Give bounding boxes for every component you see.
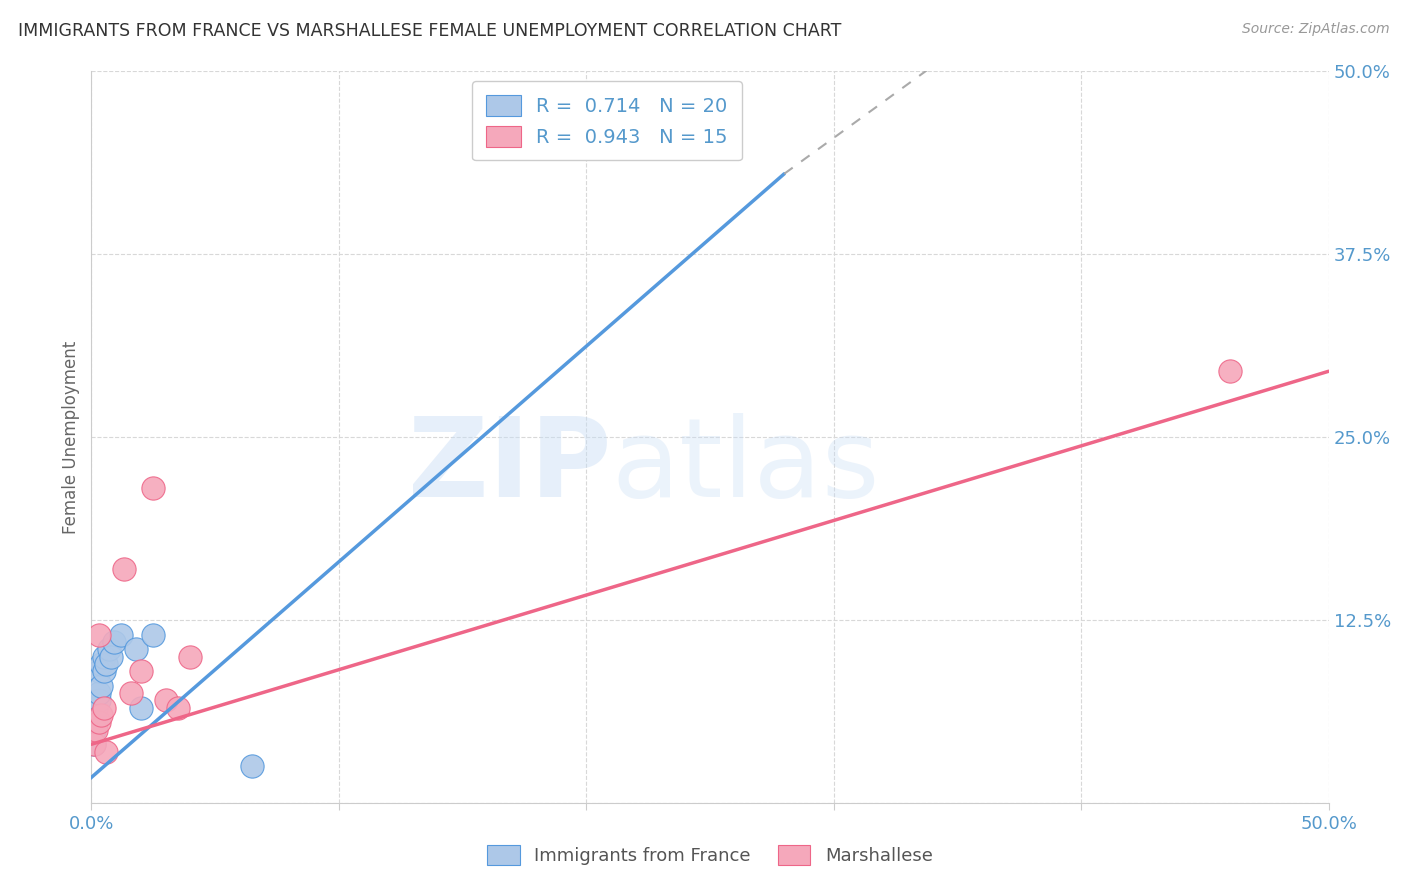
Point (93, 649, 115, 664)
Point (83, 723, 105, 737)
Point (155, 693, 177, 707)
Point (86, 723, 108, 737)
Point (86, 700, 108, 714)
Point (93, 700, 115, 714)
Point (87, 664, 110, 678)
Point (240, 759, 263, 773)
Point (97, 642, 120, 657)
Point (1219, 364, 1241, 378)
Point (129, 664, 152, 678)
Point (87, 715, 110, 730)
Point (86, 715, 108, 730)
Text: ZIP: ZIP (408, 413, 612, 520)
Legend: Immigrants from France, Marshallese: Immigrants from France, Marshallese (475, 833, 945, 878)
Text: atlas: atlas (612, 413, 880, 520)
Point (129, 700, 152, 714)
Point (90, 708, 112, 723)
Point (87, 627, 110, 641)
Point (87, 686, 110, 700)
Point (179, 649, 201, 664)
Point (125, 642, 148, 657)
Point (142, 627, 165, 641)
Point (110, 627, 132, 641)
Point (90, 657, 112, 671)
Point (93, 664, 115, 678)
Point (142, 481, 165, 495)
Point (112, 562, 135, 576)
Y-axis label: Female Unemployment: Female Unemployment (62, 341, 80, 533)
Point (167, 700, 190, 714)
Point (96, 745, 118, 759)
Text: Source: ZipAtlas.com: Source: ZipAtlas.com (1241, 22, 1389, 37)
Point (87, 693, 110, 707)
Point (100, 649, 122, 664)
Point (96, 657, 118, 671)
Point (103, 635, 125, 649)
Point (83, 737, 105, 751)
Point (120, 686, 142, 700)
Text: IMMIGRANTS FROM FRANCE VS MARSHALLESE FEMALE UNEMPLOYMENT CORRELATION CHART: IMMIGRANTS FROM FRANCE VS MARSHALLESE FE… (18, 22, 842, 40)
Point (90, 679, 112, 693)
Point (83, 737, 105, 751)
